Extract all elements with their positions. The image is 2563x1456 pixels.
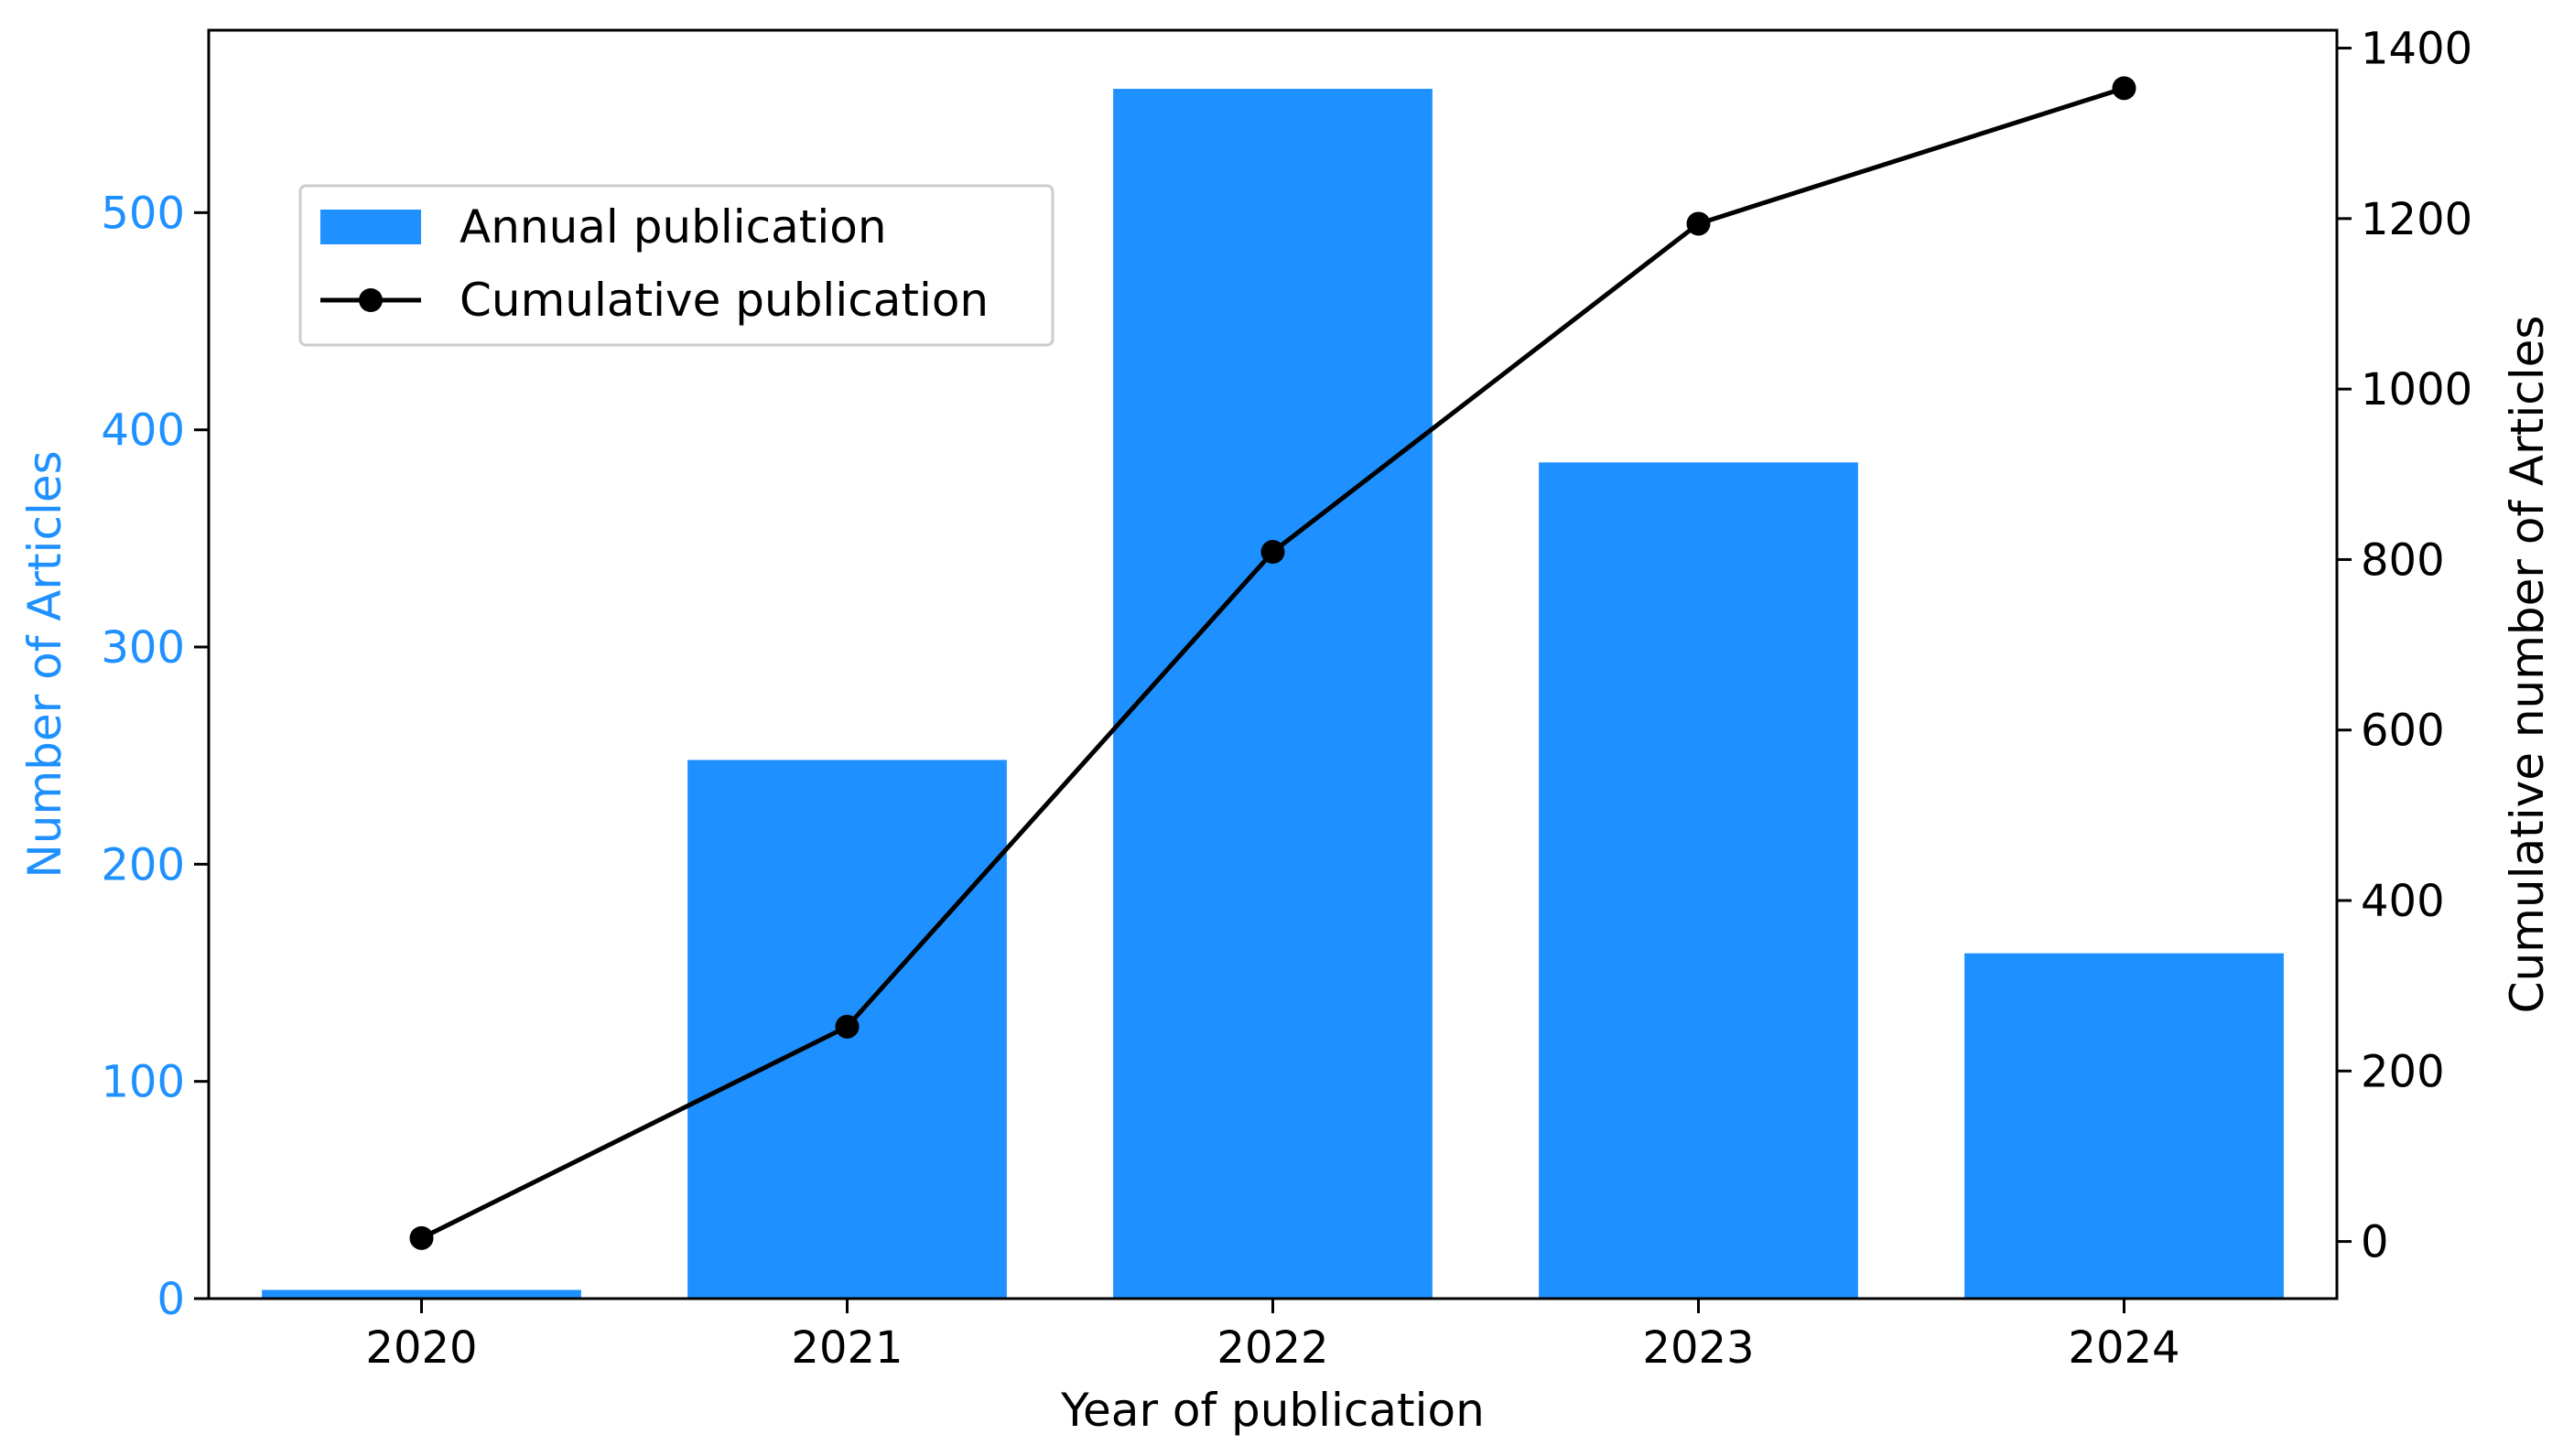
right-tick-label: 200	[2361, 1046, 2445, 1097]
legend-label-annual: Annual publication	[460, 200, 887, 253]
left-tick-label: 500	[101, 188, 185, 239]
x-tick-label: 2021	[791, 1322, 903, 1374]
legend-swatch-cumulative-marker	[359, 288, 383, 312]
right-tick-label: 400	[2361, 876, 2445, 927]
right-tick-label: 1000	[2361, 364, 2472, 415]
right-axis-ticks: 0 200 400 600 800 1000 1200 1400	[2337, 24, 2472, 1268]
left-axis-ticks: 0 100 200 300 400 500	[101, 188, 209, 1325]
left-tick-label: 300	[101, 622, 185, 674]
legend: Annual publication Cumulative publicatio…	[298, 184, 1054, 347]
bar-2020	[262, 1289, 581, 1299]
cumulative-point-2024	[2112, 76, 2136, 101]
left-tick-label: 400	[101, 405, 185, 457]
right-y-axis-label: Cumulative number of Articles	[2501, 316, 2554, 1014]
right-tick-label: 0	[2361, 1217, 2389, 1268]
legend-swatch-annual	[320, 210, 421, 244]
right-tick-label: 1400	[2361, 24, 2472, 75]
bars-layer	[262, 89, 2284, 1300]
left-tick-label: 200	[101, 839, 185, 890]
left-tick-label: 100	[101, 1057, 185, 1108]
x-axis-ticks: 2020 2021 2022 2023 2024	[365, 1299, 2180, 1374]
bar-2024	[1964, 953, 2284, 1299]
x-axis-label: Year of publication	[1060, 1384, 1485, 1437]
legend-label-cumulative: Cumulative publication	[460, 274, 989, 327]
cumulative-point-2021	[835, 1014, 860, 1039]
right-tick-label: 1200	[2361, 194, 2472, 245]
legend-box	[298, 184, 1054, 347]
x-tick-label: 2020	[365, 1322, 477, 1374]
left-y-axis-label: Number of Articles	[18, 450, 71, 878]
x-tick-label: 2023	[1642, 1322, 1754, 1374]
right-tick-label: 600	[2361, 706, 2445, 757]
x-tick-label: 2024	[2068, 1322, 2179, 1374]
cumulative-point-2020	[409, 1225, 434, 1250]
bar-2022	[1113, 89, 1433, 1300]
cumulative-point-2023	[1686, 211, 1711, 236]
cumulative-line-layer	[409, 76, 2136, 1250]
x-tick-label: 2022	[1217, 1322, 1328, 1374]
bar-2023	[1539, 462, 1858, 1299]
left-tick-label: 0	[157, 1274, 185, 1325]
cumulative-point-2022	[1260, 540, 1285, 565]
right-tick-label: 800	[2361, 534, 2445, 586]
